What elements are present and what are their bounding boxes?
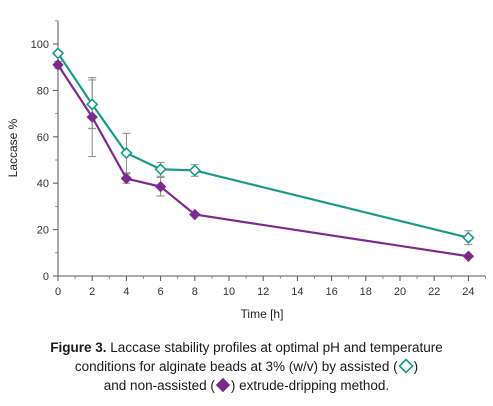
x-tick-label: 10	[223, 286, 235, 298]
legend-filled-diamond-icon	[215, 377, 231, 393]
series-line-non-assisted	[57, 64, 469, 258]
data-point-assisted	[462, 231, 475, 244]
x-tick-label: 16	[325, 286, 337, 298]
series-markers	[51, 47, 475, 262]
y-tick-label: 20	[37, 225, 49, 237]
x-tick-label: 22	[428, 286, 440, 298]
caption-line-1: Laccase stability profiles at optimal pH…	[106, 340, 443, 355]
data-point-assisted	[154, 163, 167, 176]
legend-open-diamond-icon	[397, 358, 414, 374]
x-tick-label: 14	[291, 286, 303, 298]
data-point-assisted	[86, 98, 99, 111]
x-tick-label: 24	[462, 286, 474, 298]
caption-label: Figure 3.	[50, 340, 107, 355]
y-tick-label: 40	[37, 178, 49, 190]
data-point-non-assisted	[120, 172, 133, 185]
y-tick-label: 0	[43, 271, 49, 283]
y-tick-label: 80	[37, 85, 49, 97]
x-tick-label: 20	[394, 286, 406, 298]
caption-line-2-end: )	[413, 359, 419, 374]
data-point-non-assisted	[86, 111, 98, 123]
series-lines	[57, 52, 469, 258]
x-axis-title: Time [h]	[241, 307, 284, 321]
caption-line-2: conditions for alginate beads at 3% (w/v…	[74, 359, 398, 374]
data-point-non-assisted	[189, 208, 201, 221]
y-axis-title: Laccase %	[6, 118, 20, 177]
caption-line-3-end: ) extrude-dripping method.	[230, 378, 390, 393]
figure-caption: Figure 3. Laccase stability profiles at …	[20, 338, 473, 395]
x-tick-label: 0	[55, 286, 61, 298]
y-tick-label: 60	[37, 132, 49, 144]
data-point-non-assisted	[154, 180, 167, 193]
series-line-assisted	[57, 52, 469, 239]
caption-line-3: and non-assisted (	[103, 378, 215, 393]
error-bars	[54, 50, 473, 246]
x-tick-label: 18	[360, 286, 372, 298]
y-tick-label: 100	[31, 39, 49, 51]
data-point-non-assisted	[462, 250, 475, 262]
data-point-assisted	[188, 164, 201, 177]
data-point-assisted	[120, 146, 133, 160]
x-tick-label: 12	[257, 286, 269, 298]
x-tick-label: 4	[123, 286, 129, 298]
x-tick-label: 8	[192, 286, 198, 298]
data-point-non-assisted	[52, 59, 64, 71]
data-point-assisted	[51, 47, 65, 60]
x-tick-label: 6	[158, 286, 164, 298]
x-tick-label: 2	[89, 286, 95, 298]
